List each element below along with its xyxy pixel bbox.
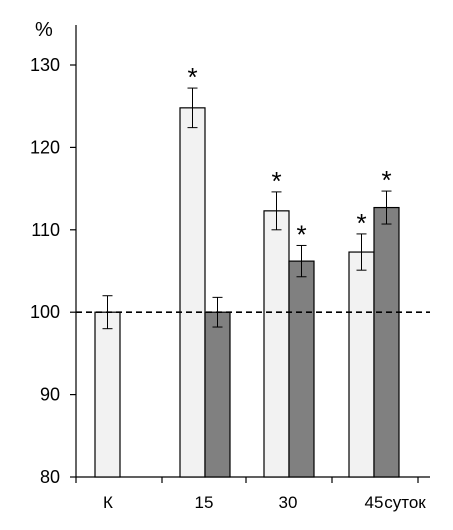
bar-series2-45 xyxy=(373,206,400,478)
x-axis-unit-label: суток xyxy=(384,493,426,512)
bar-series1-15 xyxy=(179,107,206,478)
bar-series1-45 xyxy=(348,251,375,478)
y-axis-label: % xyxy=(35,19,53,41)
significance-star: * xyxy=(381,165,391,195)
significance-star: * xyxy=(356,208,366,238)
significance-star: * xyxy=(296,219,306,249)
x-tick-label: 45 xyxy=(365,493,384,512)
x-tick-label: К xyxy=(103,493,113,512)
significance-star: * xyxy=(187,62,197,92)
bar-series2-15 xyxy=(204,311,231,478)
bar-series1-К xyxy=(94,311,121,478)
x-tick-label: 30 xyxy=(279,493,298,512)
y-tick-label: 90 xyxy=(40,385,60,405)
y-tick-label: 110 xyxy=(31,220,60,240)
y-tick-label: 130 xyxy=(30,55,60,75)
significance-star: * xyxy=(271,166,281,196)
y-tick-label: 100 xyxy=(30,302,60,322)
bar-series1-30 xyxy=(263,210,290,478)
y-tick-label: 120 xyxy=(30,137,60,157)
y-tick-label: 80 xyxy=(40,467,60,487)
bar-series2-30 xyxy=(288,260,315,478)
x-tick-label: 15 xyxy=(195,493,214,512)
